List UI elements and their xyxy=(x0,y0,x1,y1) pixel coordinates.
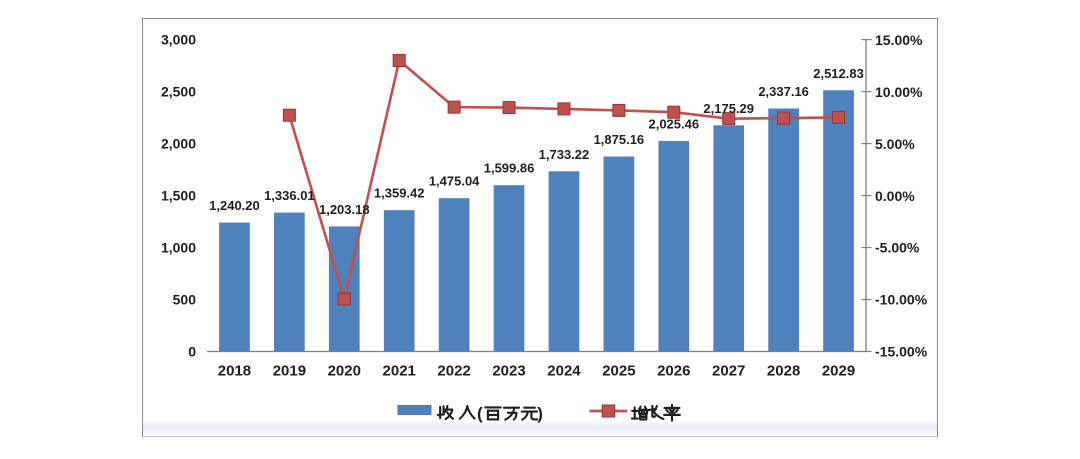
svg-text:2022: 2022 xyxy=(437,363,470,380)
svg-text:2,500: 2,500 xyxy=(161,83,196,99)
svg-text:-10.00%: -10.00% xyxy=(875,292,928,308)
svg-text:2028: 2028 xyxy=(767,363,800,380)
svg-text:1,475.04: 1,475.04 xyxy=(429,174,480,189)
svg-text:2024: 2024 xyxy=(547,363,581,380)
svg-text:2,512.83: 2,512.83 xyxy=(813,66,864,81)
svg-text:1,203.18: 1,203.18 xyxy=(319,202,370,217)
svg-text:3,000: 3,000 xyxy=(161,31,196,47)
svg-text:0: 0 xyxy=(188,343,196,359)
svg-text:-15.00%: -15.00% xyxy=(875,344,928,360)
svg-text:1,359.42: 1,359.42 xyxy=(374,186,425,201)
svg-text:2018: 2018 xyxy=(218,363,251,380)
svg-text:1,875.16: 1,875.16 xyxy=(594,132,645,147)
svg-text:1,240.20: 1,240.20 xyxy=(209,198,260,213)
svg-text:10.00%: 10.00% xyxy=(875,84,923,100)
svg-text:2023: 2023 xyxy=(492,363,525,380)
svg-text:2029: 2029 xyxy=(822,363,855,380)
svg-text:1,336.01: 1,336.01 xyxy=(264,188,315,203)
svg-text:2027: 2027 xyxy=(712,363,745,380)
svg-text:1,500: 1,500 xyxy=(161,187,196,203)
svg-text:2019: 2019 xyxy=(273,363,306,380)
svg-text:2,175.29: 2,175.29 xyxy=(703,101,754,116)
svg-text:500: 500 xyxy=(173,291,197,307)
svg-text:1,599.86: 1,599.86 xyxy=(484,161,535,176)
svg-text:2026: 2026 xyxy=(657,363,690,380)
svg-text:2,000: 2,000 xyxy=(161,135,196,151)
svg-text:(: ( xyxy=(477,404,483,423)
svg-text:15.00%: 15.00% xyxy=(875,32,923,48)
svg-text:2,025.46: 2,025.46 xyxy=(648,116,699,131)
svg-text:5.00%: 5.00% xyxy=(875,136,915,152)
svg-text:0.00%: 0.00% xyxy=(875,188,915,204)
svg-text:2021: 2021 xyxy=(383,363,416,380)
svg-text:1,000: 1,000 xyxy=(161,239,196,255)
svg-text:): ) xyxy=(537,404,543,423)
svg-text:2025: 2025 xyxy=(602,363,635,380)
svg-text:1,733.22: 1,733.22 xyxy=(539,147,590,162)
svg-text:2,337.16: 2,337.16 xyxy=(758,84,809,99)
svg-text:2020: 2020 xyxy=(328,363,361,380)
svg-text:-5.00%: -5.00% xyxy=(875,240,920,256)
